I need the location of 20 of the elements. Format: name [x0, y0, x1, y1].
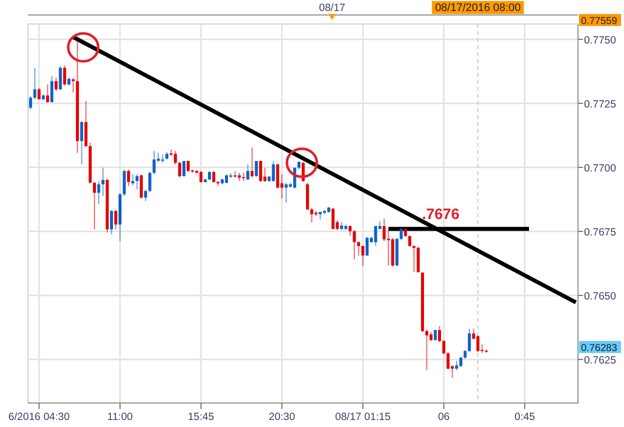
x-tick-label: 06 — [438, 411, 450, 423]
candlestick — [182, 160, 186, 178]
y-tick-label: 0.7625 — [584, 354, 616, 366]
x-tick-label: 20:30 — [268, 411, 296, 423]
x-tick-label: 15:45 — [188, 411, 214, 423]
text: 0.77559 — [581, 16, 618, 27]
y-tick-label: 0.7750 — [584, 34, 616, 46]
y-tick-label: 0.7675 — [584, 226, 616, 238]
x-tick-label: 11:00 — [107, 411, 133, 423]
text: 0.76283 — [581, 343, 618, 354]
y-tick-label: 0.7725 — [584, 98, 616, 110]
x-tick-label: 6/2016 04:30 — [8, 411, 70, 423]
y-tick-label: 0.7650 — [584, 290, 616, 302]
text: 08/17 — [319, 2, 346, 14]
y-tick-label: 0.7700 — [584, 162, 616, 174]
annotation: .7676 — [422, 206, 460, 223]
x-tick-label: 08/17/2016 08:00 — [435, 2, 521, 14]
candlestick — [254, 160, 258, 178]
x-tick-label: 0:45 — [514, 411, 536, 423]
x-tick-label: 08/17 01:15 — [335, 411, 391, 423]
